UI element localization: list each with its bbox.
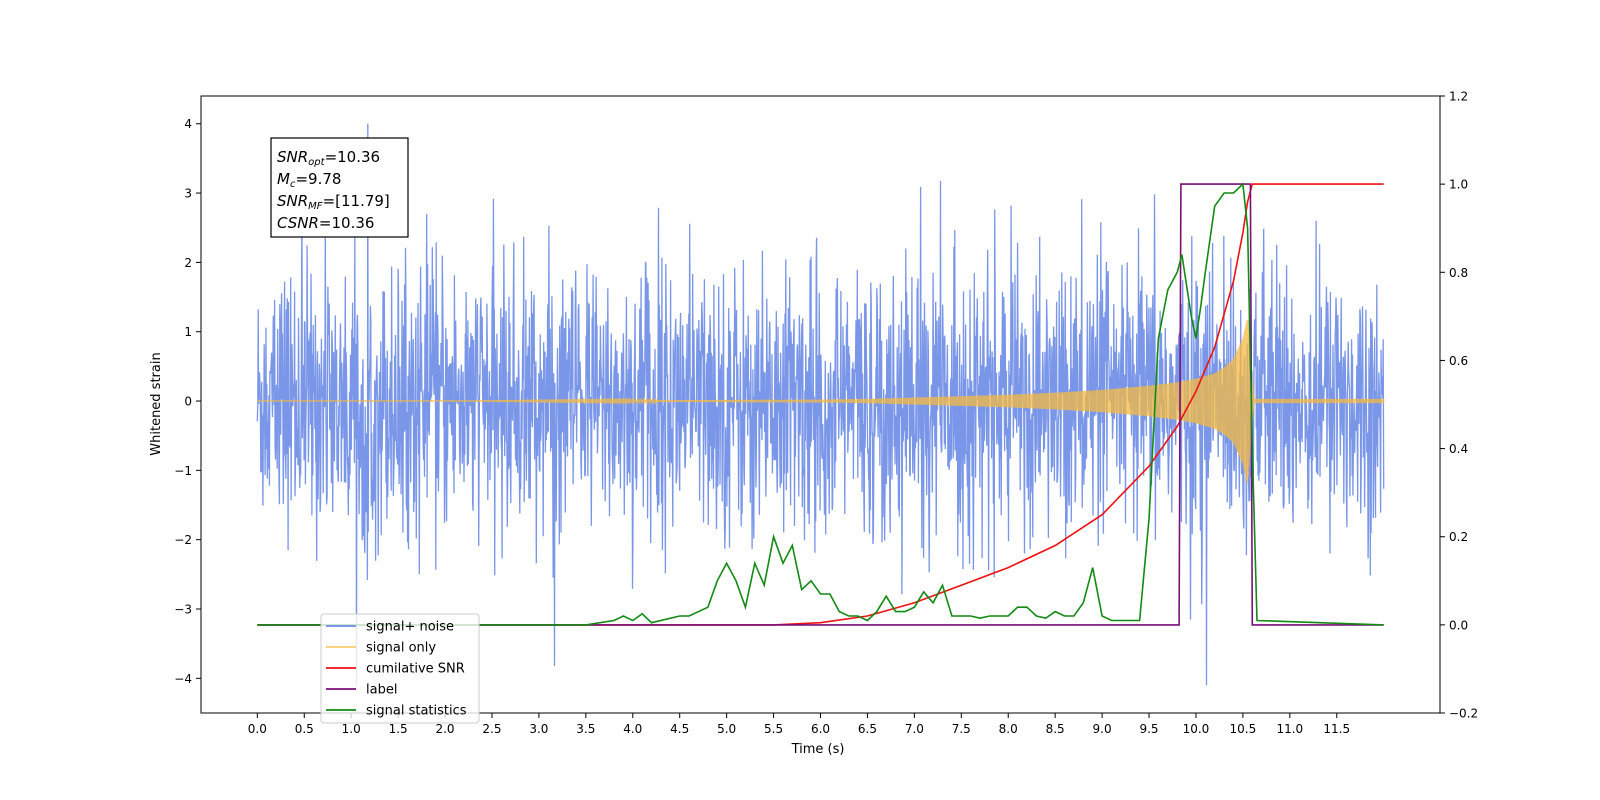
x-tick-label: 3.0 — [529, 722, 548, 736]
legend-label: signal+ noise — [366, 620, 454, 635]
x-tick-label: 2.5 — [482, 722, 501, 736]
y2-tick-label: 0.6 — [1449, 354, 1468, 368]
x-tick-label: 5.0 — [717, 722, 736, 736]
signal-statistics-line — [257, 182, 1384, 626]
signal-noise-series — [256, 123, 1385, 686]
x-tick-label: 4.5 — [670, 722, 689, 736]
legend-frame — [320, 613, 480, 724]
signal-only-line — [257, 320, 1385, 484]
y-tick-label: 3 — [184, 187, 192, 201]
x-tick-label: 11.5 — [1323, 722, 1350, 736]
y-tick-label: −3 — [174, 603, 192, 617]
y2-tick-label: 0.0 — [1449, 618, 1468, 632]
y-tick-label: −1 — [174, 464, 192, 478]
y-tick-label: 4 — [184, 117, 192, 131]
x-tick-label: 10.5 — [1230, 722, 1257, 736]
x-tick-label: 8.5 — [1046, 722, 1065, 736]
x-tick-label: 6.5 — [858, 722, 877, 736]
y-axis-right: 1.2 1.0 0.8 0.6 0.4 0.2 0.0 −0.2 — [1440, 90, 1478, 721]
x-tick-label: 10.0 — [1183, 722, 1210, 736]
y2-tick-label: 0.8 — [1449, 266, 1468, 280]
x-tick-label: 1.0 — [342, 722, 361, 736]
x-tick-label: 1.5 — [389, 722, 408, 736]
annotation-line: SNRopt=10.36 — [277, 148, 380, 168]
x-tick-label: 7.0 — [905, 722, 924, 736]
x-tick-label: 11.0 — [1276, 722, 1303, 736]
right-axis-series — [257, 182, 1384, 626]
annotation-frame — [270, 137, 409, 238]
x-tick-label: 3.5 — [576, 722, 595, 736]
y-axis-label: Whitened strain — [149, 352, 164, 455]
x-tick-label: 6.0 — [811, 722, 830, 736]
y2-tick-label: 0.2 — [1449, 530, 1468, 544]
legend-label: signal only — [366, 641, 436, 656]
legend-label: signal statistics — [366, 704, 467, 719]
x-tick-label: 8.0 — [999, 722, 1018, 736]
x-tick-label: 4.0 — [623, 722, 642, 736]
signal-only-series — [257, 320, 1385, 484]
y-tick-label: 2 — [184, 256, 192, 270]
y-tick-label: 1 — [184, 325, 192, 339]
x-tick-label: 7.5 — [952, 722, 971, 736]
label-line — [257, 183, 1384, 626]
y2-tick-label: 1.0 — [1449, 178, 1468, 192]
legend-label: label — [366, 683, 397, 698]
x-tick-label: 0.0 — [248, 722, 267, 736]
x-tick-label: 0.5 — [295, 722, 314, 736]
y2-tick-label: −0.2 — [1449, 707, 1478, 721]
y-axis-left: 4 3 2 1 0 −1 −2 −3 −4 — [174, 117, 201, 686]
signal-noise-line — [256, 123, 1385, 686]
x-axis: 0.0 0.5 1.0 1.5 2.0 2.5 3.0 3.5 4.0 4.5 5.0 5.5 6.0 6… — [248, 713, 1350, 736]
y2-tick-label: 1.2 — [1449, 90, 1468, 104]
y-tick-label: 0 — [184, 395, 192, 409]
x-tick-label: 9.0 — [1093, 722, 1112, 736]
x-tick-label: 5.5 — [764, 722, 783, 736]
annotation-line: SNRMF=[11.79] — [277, 192, 390, 212]
legend-label: cumilative SNR — [366, 662, 465, 677]
x-tick-label: 2.0 — [435, 722, 454, 736]
annotation-line: Mc=9.78 — [277, 170, 341, 190]
x-tick-label: 9.5 — [1139, 722, 1158, 736]
y-tick-label: −4 — [174, 672, 192, 686]
y-tick-label: −2 — [174, 533, 192, 547]
plot-area — [256, 123, 1385, 686]
annotation-line: CSNR=10.36 — [277, 214, 374, 232]
x-axis-label: Time (s) — [791, 742, 845, 757]
legend: signal+ noise signal only cumilative SNR la… — [320, 613, 480, 724]
y2-tick-label: 0.4 — [1449, 442, 1468, 456]
